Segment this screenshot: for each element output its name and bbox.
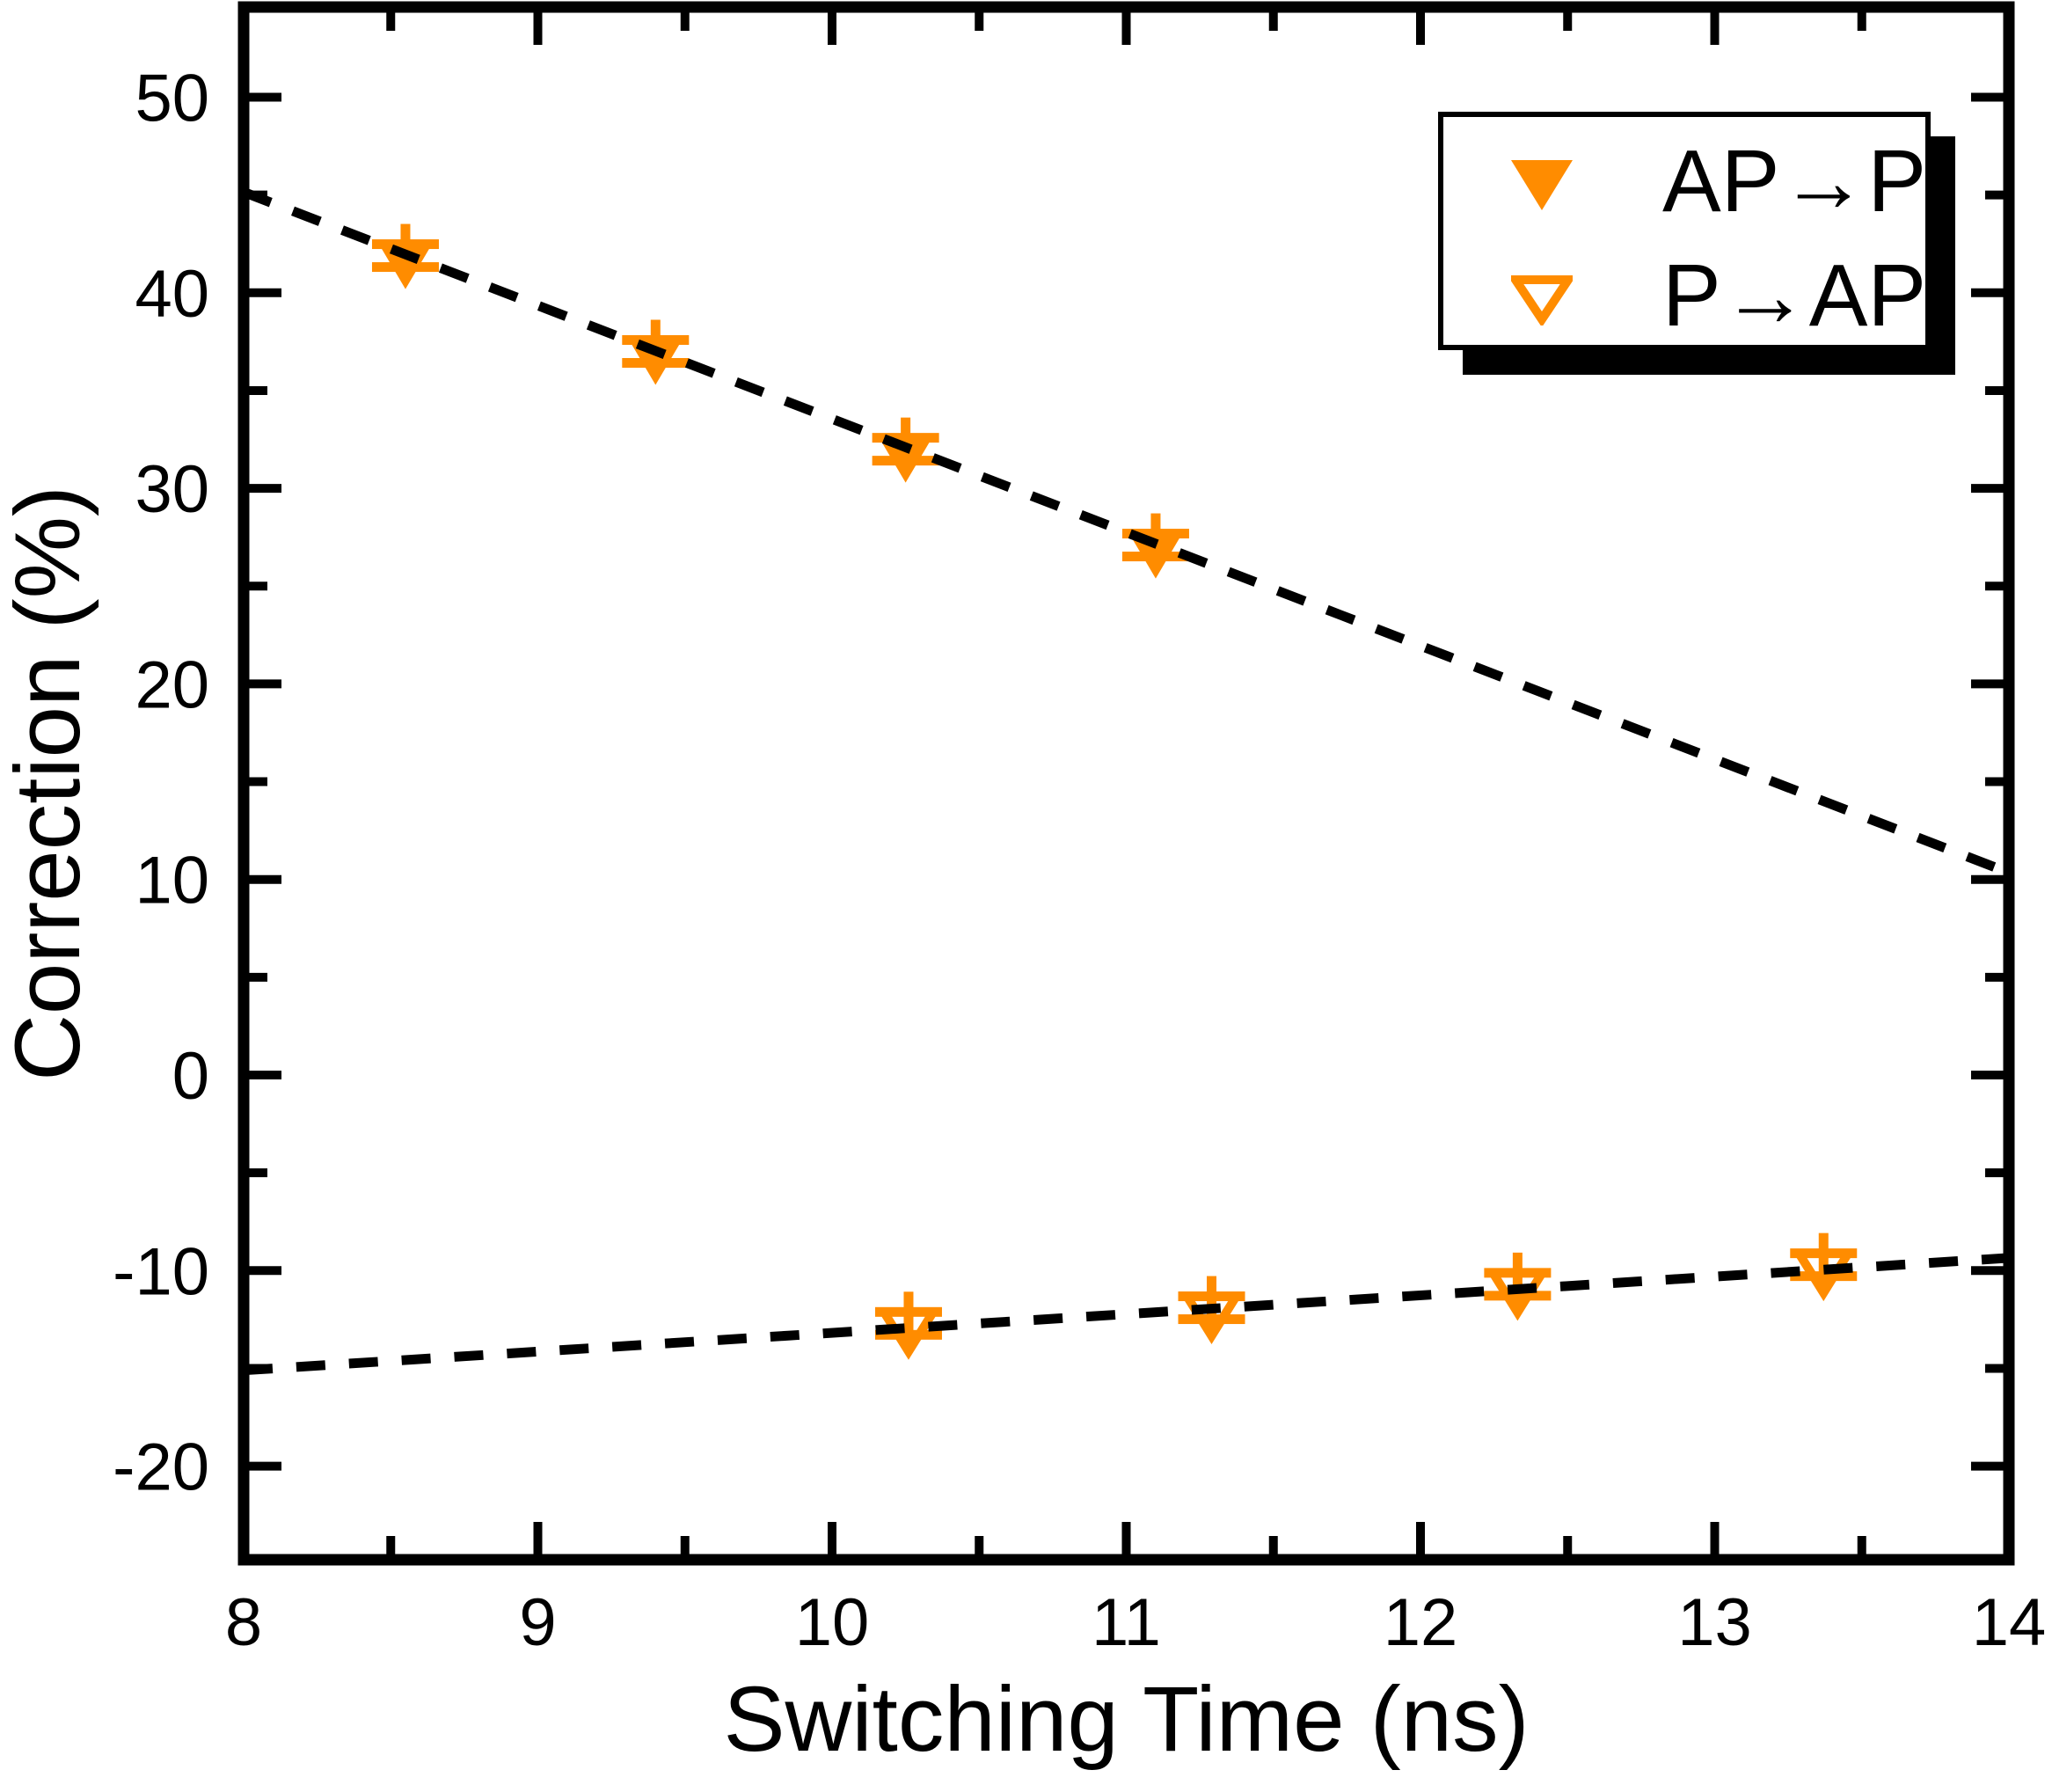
data-point <box>1790 1232 1858 1302</box>
y-tick-label: 30 <box>135 452 209 527</box>
y-tick-label: -10 <box>113 1234 209 1309</box>
error-bar-cap-bottom <box>1790 1271 1858 1282</box>
legend-marker-open-triangle-icon <box>1511 275 1573 325</box>
data-point <box>874 1291 942 1360</box>
y-axis-title: Correction (%) <box>0 486 99 1081</box>
x-tick-label: 11 <box>1092 1585 1161 1660</box>
error-bar-cap-bottom <box>1484 1291 1552 1301</box>
y-tick-label: 0 <box>172 1039 209 1114</box>
error-bar-stem <box>1818 1232 1829 1287</box>
y-tick-label: 20 <box>135 647 209 722</box>
x-tick-label: 8 <box>225 1585 262 1660</box>
series-p-to-ap <box>874 1232 1858 1360</box>
x-tick-label: 9 <box>519 1585 556 1660</box>
x-tick-label: 13 <box>1677 1585 1752 1660</box>
x-tick-labels: 8 9 10 11 12 13 14 <box>225 1585 2046 1660</box>
axis-ticks <box>239 7 2013 1560</box>
error-bar-cap-bottom <box>1178 1314 1245 1325</box>
triangle-down-open-marker-icon <box>1179 1291 1245 1345</box>
x-tick-label: 10 <box>795 1585 870 1660</box>
error-bar-stem <box>1512 1252 1523 1306</box>
y-tick-labels: -20 -10 0 10 20 30 40 50 <box>113 62 209 1505</box>
y-tick-label: 40 <box>135 257 209 332</box>
error-bar-cap-bottom <box>874 1329 942 1340</box>
x-axis-title: Switching Time (ns) <box>723 1668 1529 1771</box>
legend-marker-filled-triangle-icon <box>1511 160 1573 210</box>
error-bar-stem <box>1207 1276 1217 1330</box>
x-tick-label: 12 <box>1384 1585 1458 1660</box>
y-tick-label: -20 <box>113 1430 209 1505</box>
legend-item-label-p-ap: P→AP <box>1662 246 1927 345</box>
series-ap-to-p <box>371 223 1189 579</box>
data-point <box>1178 1276 1245 1345</box>
data-point <box>1484 1252 1552 1321</box>
legend: AP→P P→AP <box>1438 112 1931 350</box>
x-tick-label: 14 <box>1972 1585 2047 1660</box>
dashed-trend-line <box>243 1253 2010 1376</box>
y-tick-label: 50 <box>135 62 209 136</box>
y-tick-label: 10 <box>135 844 209 918</box>
legend-item-label-ap-p: AP→P <box>1662 132 1927 230</box>
error-bar-stem <box>903 1291 914 1346</box>
